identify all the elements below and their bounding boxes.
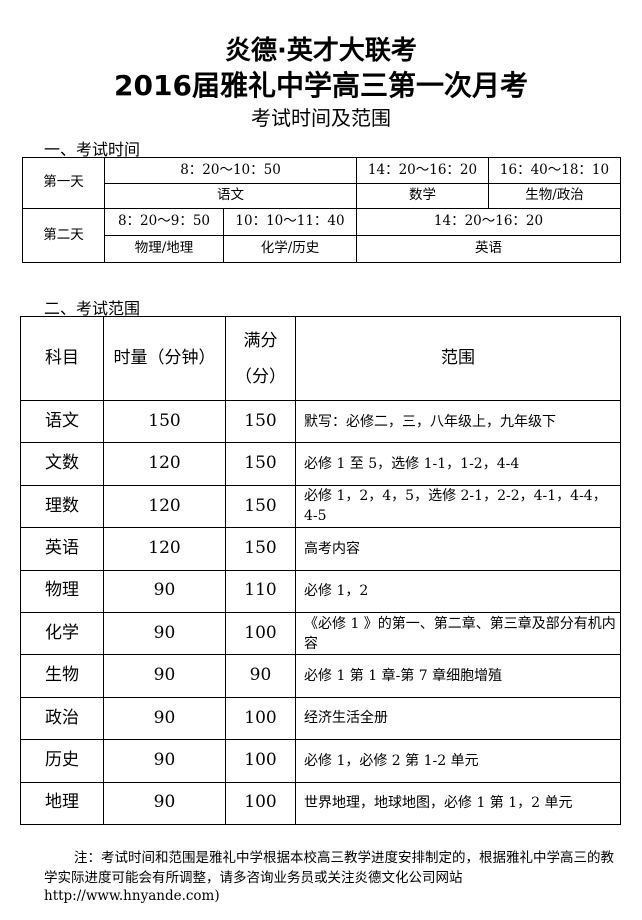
range-cell: 高考内容 bbox=[295, 527, 621, 571]
time-slot: 8：20～9：50 bbox=[104, 208, 224, 236]
score-cell: 90 bbox=[225, 654, 296, 698]
score-cell: 100 bbox=[225, 781, 296, 825]
footnote: 注：考试时间和范围是雅礼中学根据本校高三教学进度安排制定的，根据雅礼中学高三的教… bbox=[44, 850, 614, 886]
time-slot: 14：20～16：20 bbox=[356, 208, 621, 236]
subtitle: 考试时间及范围 bbox=[251, 106, 391, 130]
time-cell: 90 bbox=[103, 654, 226, 698]
subject-cell: 生物 bbox=[20, 654, 104, 698]
table-row: 历史 90 100 必修 1，必修 2 第 1-2 单元 bbox=[20, 739, 621, 783]
header-subject: 科目 bbox=[20, 316, 104, 401]
time-cell: 90 bbox=[103, 569, 226, 613]
time-cell: 150 bbox=[103, 399, 226, 444]
header-time: 时量（分钟） bbox=[103, 316, 226, 401]
title: 炎德·英才大联考 bbox=[225, 36, 417, 66]
subject-cell: 物理 bbox=[20, 569, 104, 613]
scope-table: 科目 时量（分钟） 满分 （分） 范围 语文 150 150 默写：必修二，三，八年级上… bbox=[20, 316, 621, 825]
table-row: 文数 120 150 必修 1 至 5，选修 1-1，1-2，4-4 bbox=[20, 442, 621, 486]
subject-cell: 文数 bbox=[20, 442, 104, 486]
table-row: 理数 120 150 必修 1，2，4，5，选修 2-1，2-2，4-1，4-4，4-… bbox=[20, 484, 621, 529]
section-heading-time: 一、考试时间 bbox=[44, 140, 141, 159]
subject-cell: 英语 bbox=[356, 235, 621, 263]
range-cell: 世界地理，地球地图，必修 1 第 1，2 单元 bbox=[295, 781, 621, 825]
header-score: 满分 （分） bbox=[225, 316, 296, 401]
time-cell: 90 bbox=[103, 739, 226, 783]
subject-cell: 历史 bbox=[20, 739, 104, 783]
subject-cell: 语文 bbox=[104, 183, 357, 209]
footnote-url[interactable]: http://www.hnyande.com) bbox=[44, 888, 220, 904]
time-slot: 16：40～18：10 bbox=[488, 157, 621, 184]
table-row: 生物 90 90 必修 1 第 1 章-第 7 章细胞增殖 bbox=[20, 654, 621, 698]
time-cell: 120 bbox=[103, 527, 226, 571]
table-row: 政治 90 100 经济生活全册 bbox=[20, 696, 621, 741]
range-cell: 必修 1，必修 2 第 1-2 单元 bbox=[295, 739, 621, 783]
time-cell: 90 bbox=[103, 611, 226, 656]
exam-title: 2016届雅礼中学高三第一次月考 bbox=[114, 69, 528, 102]
range-cell: 默写：必修二，三，八年级上，九年级下 bbox=[295, 399, 621, 444]
time-cell: 120 bbox=[103, 484, 226, 529]
subject-cell: 化学 bbox=[20, 611, 104, 656]
day-label: 第一天 bbox=[22, 157, 105, 209]
table-row: 英语 120 150 高考内容 bbox=[20, 527, 621, 571]
day-label: 第二天 bbox=[22, 208, 105, 263]
range-cell: 必修 1，2，4，5，选修 2-1，2-2，4-1，4-4，4-5 bbox=[295, 484, 621, 529]
subject-cell: 物理/地理 bbox=[104, 235, 224, 263]
score-cell: 100 bbox=[225, 696, 296, 741]
table-row: 语文 150 150 默写：必修二，三，八年级上，九年级下 bbox=[20, 399, 621, 444]
score-cell: 100 bbox=[225, 739, 296, 783]
time-slot: 14：20～16：20 bbox=[356, 157, 489, 184]
header-score-unit: （分） bbox=[235, 366, 286, 387]
range-cell: 经济生活全册 bbox=[295, 696, 621, 741]
subject-cell: 理数 bbox=[20, 484, 104, 529]
header-range: 范围 bbox=[295, 316, 621, 401]
time-cell: 90 bbox=[103, 781, 226, 825]
subject-cell: 数学 bbox=[356, 183, 489, 209]
range-cell: 《必修 1 》的第一、第二章、第三章及部分有机内容 bbox=[295, 611, 621, 656]
range-cell: 必修 1 第 1 章-第 7 章细胞增殖 bbox=[295, 654, 621, 698]
score-cell: 150 bbox=[225, 484, 296, 529]
subject-cell: 语文 bbox=[20, 399, 104, 444]
subject-cell: 生物/政治 bbox=[488, 183, 621, 209]
section-heading-scope: 二、考试范围 bbox=[44, 299, 141, 318]
range-cell: 必修 1，2 bbox=[295, 569, 621, 613]
score-cell: 150 bbox=[225, 399, 296, 444]
range-cell: 必修 1 至 5，选修 1-1，1-2，4-4 bbox=[295, 442, 621, 486]
table-row: 物理 90 110 必修 1，2 bbox=[20, 569, 621, 613]
score-cell: 150 bbox=[225, 442, 296, 486]
header-score-label: 满分 bbox=[243, 330, 278, 351]
subject-cell: 化学/历史 bbox=[223, 235, 357, 263]
subject-cell: 英语 bbox=[20, 527, 104, 571]
time-cell: 120 bbox=[103, 442, 226, 486]
table-row: 化学 90 100 《必修 1 》的第一、第二章、第三章及部分有机内容 bbox=[20, 611, 621, 656]
time-slot: 8：20～10：50 bbox=[104, 157, 357, 184]
table-row: 地理 90 100 世界地理，地球地图，必修 1 第 1，2 单元 bbox=[20, 781, 621, 825]
time-cell: 90 bbox=[103, 696, 226, 741]
subject-cell: 政治 bbox=[20, 696, 104, 741]
time-slot: 10：10～11：40 bbox=[223, 208, 357, 236]
subject-cell: 地理 bbox=[20, 781, 104, 825]
schedule-table: 第一天 8：20～10：50 14：20～16：20 16：40～18：10 语文 数学… bbox=[22, 157, 621, 263]
score-cell: 150 bbox=[225, 527, 296, 571]
score-cell: 110 bbox=[225, 569, 296, 613]
score-cell: 100 bbox=[225, 611, 296, 656]
